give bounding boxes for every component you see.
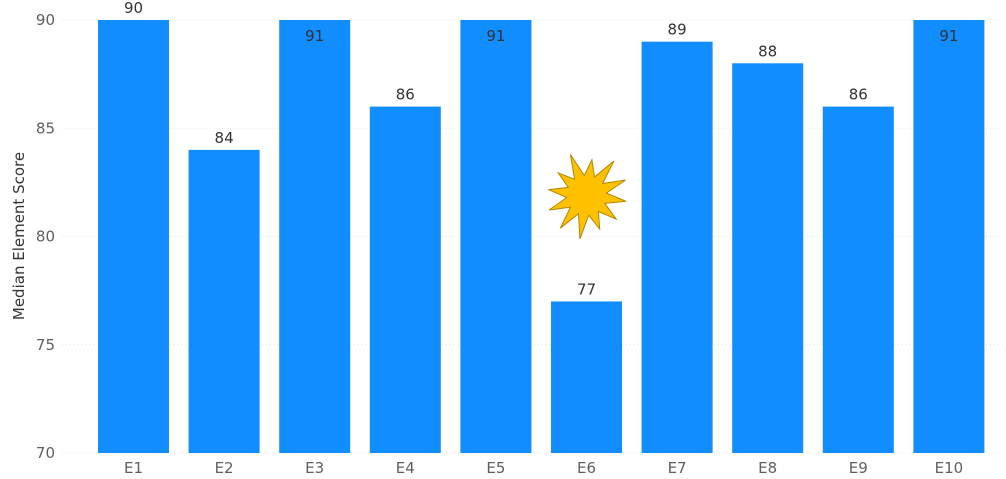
bar — [460, 20, 532, 453]
bar — [369, 106, 441, 453]
data-label: 86 — [396, 86, 415, 104]
data-label: 77 — [577, 280, 596, 298]
star-icon — [547, 154, 627, 240]
bar — [279, 20, 351, 453]
y-axis-label: Median Element Score — [10, 152, 28, 320]
bar — [188, 149, 260, 453]
y-tick-label: 75 — [36, 336, 55, 354]
x-tick-label: E8 — [758, 459, 777, 477]
x-axis-ticks: E1 E2 E3 E4 E5 E6 E7 E8 E9 E10 — [124, 459, 963, 477]
y-axis-ticks: 70 75 80 85 90 — [36, 11, 55, 462]
data-label: 91 — [486, 27, 505, 45]
data-label: 89 — [668, 21, 687, 39]
bar — [732, 63, 804, 454]
bar — [98, 20, 169, 453]
bar — [641, 41, 713, 454]
x-tick-label: E4 — [396, 459, 415, 477]
x-tick-label: E7 — [668, 459, 687, 477]
x-tick-label: E2 — [215, 459, 234, 477]
data-label: 88 — [758, 42, 777, 60]
data-label: 90 — [124, 0, 143, 17]
y-tick-label: 85 — [36, 119, 55, 137]
bars — [98, 20, 985, 454]
data-label: 91 — [305, 27, 324, 45]
y-tick-label: 80 — [36, 228, 55, 246]
x-tick-label: E3 — [305, 459, 324, 477]
y-tick-label: 90 — [36, 11, 55, 29]
x-tick-label: E5 — [486, 459, 505, 477]
bar — [551, 301, 622, 453]
x-tick-label: E9 — [849, 459, 868, 477]
bar — [913, 20, 985, 453]
x-tick-label: E1 — [124, 459, 143, 477]
x-tick-label: E10 — [935, 459, 964, 477]
y-tick-label: 70 — [36, 444, 55, 462]
data-label: 84 — [215, 129, 234, 147]
data-label: 86 — [849, 86, 868, 104]
data-labels: 90 84 91 86 91 77 89 88 86 91 — [124, 0, 958, 298]
bar — [822, 106, 894, 453]
x-tick-label: E6 — [577, 459, 596, 477]
data-label: 91 — [939, 27, 958, 45]
gridlines — [62, 19, 1006, 454]
